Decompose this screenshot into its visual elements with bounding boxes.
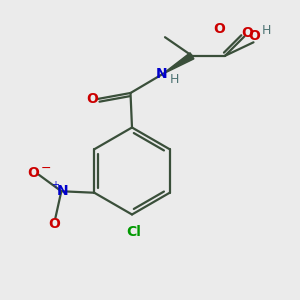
Text: H: H xyxy=(261,24,271,38)
Text: N: N xyxy=(156,67,167,81)
Text: +: + xyxy=(51,180,59,190)
Text: O: O xyxy=(86,92,98,106)
Text: O: O xyxy=(242,26,254,40)
Text: H: H xyxy=(170,73,179,86)
Text: O: O xyxy=(248,29,260,43)
Text: Cl: Cl xyxy=(126,225,141,239)
Polygon shape xyxy=(162,53,194,74)
Text: O: O xyxy=(48,217,60,231)
Text: O: O xyxy=(214,22,226,36)
Text: −: − xyxy=(41,162,52,175)
Text: N: N xyxy=(57,184,69,198)
Text: O: O xyxy=(28,166,39,180)
